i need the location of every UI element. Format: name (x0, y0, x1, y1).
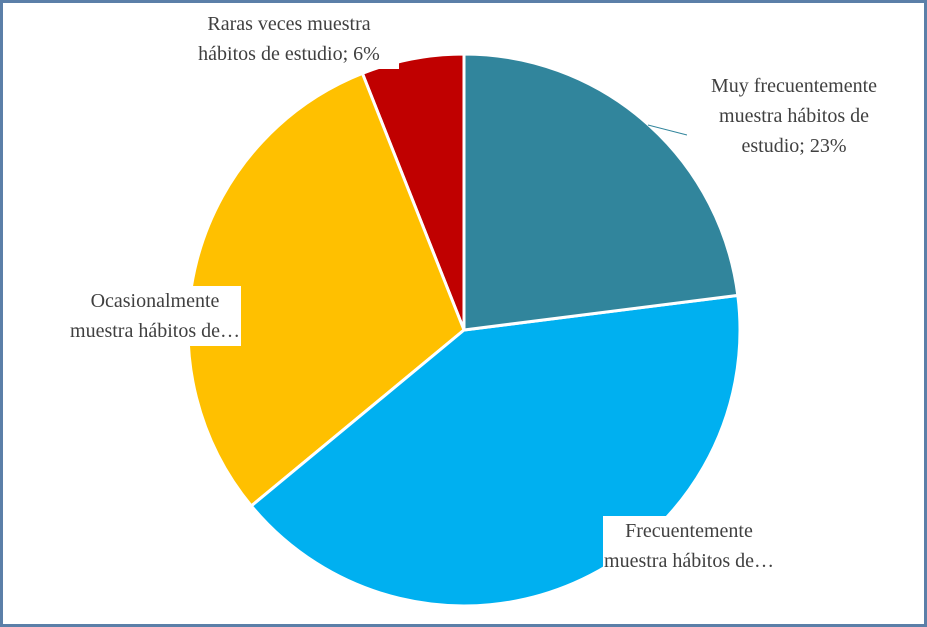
data-label: Ocasionalmente muestra hábitos de… (69, 286, 241, 346)
leader-line (647, 124, 688, 136)
pie-slice (462, 52, 740, 332)
data-label: Frecuentemente muestra hábitos de… (603, 516, 775, 576)
pie-slice (186, 71, 466, 509)
data-label: Muy frecuentemente muestra hábitos de es… (687, 71, 901, 161)
data-label: Raras veces muestra hábitos de estudio; … (179, 9, 399, 69)
